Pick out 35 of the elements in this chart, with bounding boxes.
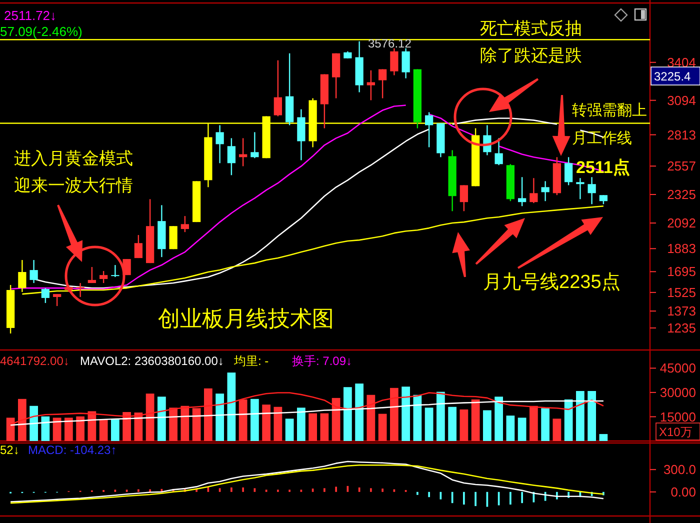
y-tick-label: 2092 xyxy=(667,216,696,231)
y-tick-label: 30000 xyxy=(660,385,696,400)
y-tick-label: 1525 xyxy=(667,285,696,300)
annotation: 3576.12 xyxy=(368,36,412,50)
annotation: 52↓ xyxy=(0,443,20,457)
y-tick-label: 1373 xyxy=(667,304,696,319)
annotation: 2511.72↓ xyxy=(4,8,57,23)
annotation: 换手: 7.09↓ xyxy=(292,354,352,368)
y-tick-label: 1235 xyxy=(667,320,696,336)
y-tick-label: 2557 xyxy=(667,158,696,174)
y-tick-label: 3094 xyxy=(667,92,696,108)
annotation: 月工作线 xyxy=(572,130,632,147)
annotation: 57.09(-2.46%) xyxy=(0,24,82,39)
y-tick-label: 15000 xyxy=(660,409,696,424)
y-tick-label: 2813 xyxy=(667,127,696,142)
text: 3225.4 xyxy=(654,70,692,84)
annotation: MACD: -104.23↑ xyxy=(28,443,117,457)
annotation: 4641792.00↓ xyxy=(0,354,70,368)
y-tick-label: 2325 xyxy=(667,187,696,202)
annotation: 均里: - xyxy=(233,354,269,368)
y-tick-label: 1695 xyxy=(667,264,696,280)
annotation: 进入月黄金模式 xyxy=(14,149,133,168)
annotation: 死亡模式反抽 xyxy=(480,19,582,38)
annotation: 迎来一波大行情 xyxy=(14,176,133,195)
y-tick-label: 1883 xyxy=(667,241,696,256)
annotation: 月九号线2235点 xyxy=(483,272,620,293)
y-axis-title: X10万 xyxy=(659,425,692,439)
y-tick-label: 300.0 xyxy=(663,462,696,478)
annotation: MAVOL2: 2360380160.00↓ xyxy=(80,354,224,368)
annotation: 转强需翻上 xyxy=(572,102,647,119)
annotation: 除了跌还是跌 xyxy=(480,46,582,65)
y-tick-label: 0.00 xyxy=(670,484,696,500)
text: 创业板月线技术图 xyxy=(158,306,334,331)
y-tick-label: 3404 xyxy=(667,54,696,70)
y-tick-label: 45000 xyxy=(660,360,696,376)
